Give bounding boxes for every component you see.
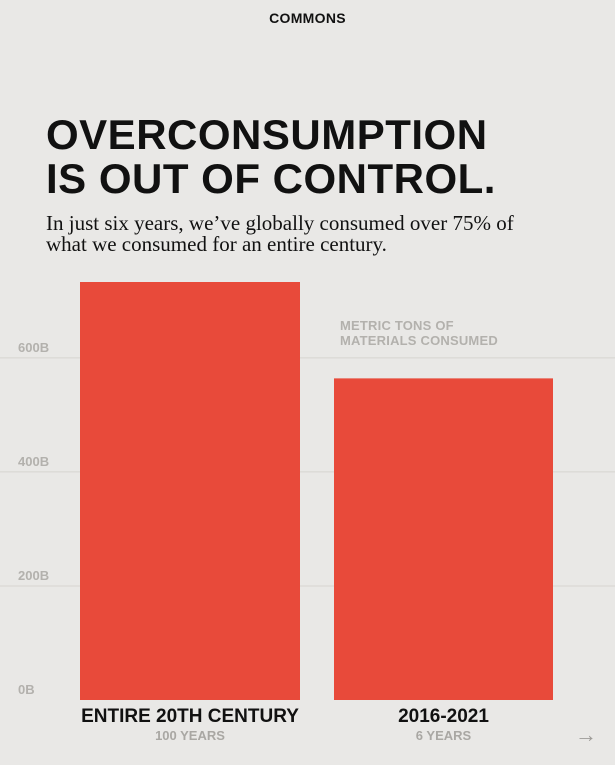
y-tick-label-1: 200B <box>18 568 49 583</box>
arrow-right-icon[interactable]: → <box>575 722 597 747</box>
category-sublabel-0: 100 YEARS <box>155 728 225 743</box>
legend-line-2: MATERIALS CONSUMED <box>340 333 498 348</box>
bar-0 <box>80 282 300 700</box>
subtitle-line-2: what we consumed for an entire century. <box>46 232 387 256</box>
subtitle-line-1: In just six years, we’ve globally consum… <box>46 211 514 235</box>
title-line-2: IS OUT OF CONTROL. <box>46 155 496 202</box>
category-label-1: 2016-2021 <box>398 706 489 727</box>
legend-line-1: METRIC TONS OF <box>340 318 454 333</box>
category-sublabel-1: 6 YEARS <box>416 728 472 743</box>
page-title: OVERCONSUMPTION IS OUT OF CONTROL. <box>46 113 496 201</box>
category-label-0: ENTIRE 20TH CENTURY <box>81 706 299 727</box>
chart-legend: METRIC TONS OF MATERIALS CONSUMED <box>340 318 498 348</box>
y-tick-label-3: 600B <box>18 340 49 355</box>
subtitle: In just six years, we’ve globally consum… <box>46 213 586 255</box>
y-tick-label-0: 0B <box>18 682 35 697</box>
y-tick-label-2: 400B <box>18 454 49 469</box>
bar-1 <box>334 378 553 700</box>
title-line-1: OVERCONSUMPTION <box>46 111 488 158</box>
brand-name: COMMONS <box>269 10 346 26</box>
